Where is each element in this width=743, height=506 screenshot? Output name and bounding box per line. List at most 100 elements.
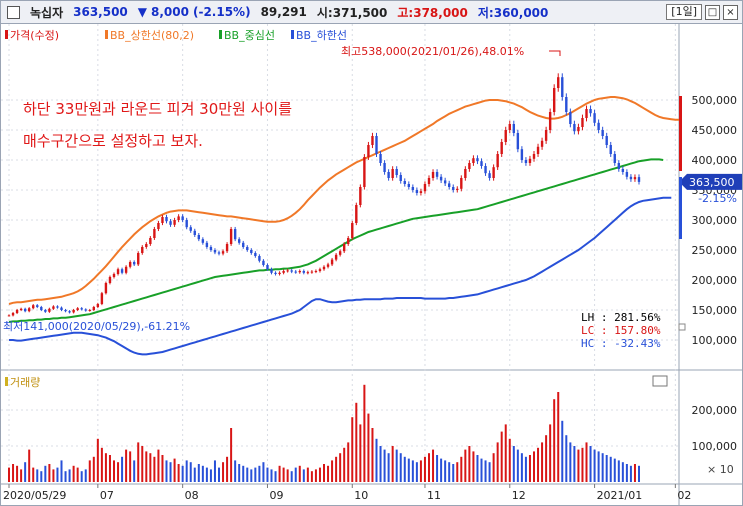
stat-lh: LH : 281.56% [581, 311, 661, 324]
volume-bar [117, 462, 120, 482]
candle-body [548, 112, 552, 130]
candle-body [601, 130, 604, 136]
price-axis: 100,000150,000200,000250,000300,000350,0… [692, 94, 738, 347]
candle-body [326, 264, 330, 267]
y-tick-label: 300,000 [692, 214, 738, 227]
candle-body [32, 305, 35, 309]
candle-body [460, 178, 463, 189]
candle-body [528, 158, 532, 163]
volume-bar [121, 456, 124, 482]
candle-body [27, 308, 31, 312]
legend-middle: BB_중심선 [224, 29, 275, 42]
candle-body [169, 221, 172, 225]
candle-body [435, 172, 439, 177]
candle-body [508, 124, 511, 130]
volume-bar [331, 460, 334, 482]
volume-bar [629, 465, 632, 482]
candle-body [189, 227, 192, 231]
candle-body [342, 244, 346, 252]
candle-body [633, 177, 637, 180]
candle-body [52, 306, 55, 309]
volume-bar [133, 460, 136, 482]
volume-bar [411, 460, 414, 482]
candle-body [411, 187, 415, 190]
volume-bar [335, 456, 338, 482]
volume-bar [108, 455, 111, 482]
volume-bar [633, 464, 636, 482]
volume-bar [222, 462, 225, 482]
volume-bar [230, 428, 233, 482]
volume-bar [318, 467, 321, 482]
volume-bar [520, 453, 523, 482]
candle-body [177, 216, 180, 220]
candle-body [484, 166, 487, 174]
price-chart: 100,000150,000200,000250,000300,000350,0… [1, 24, 742, 505]
candle-body [302, 271, 306, 273]
candle-body [76, 308, 79, 310]
volume-bar [310, 471, 313, 482]
volume-bar [371, 428, 374, 482]
candle-body [72, 310, 75, 313]
candle-body [468, 163, 471, 169]
volume-bar [395, 449, 398, 482]
maximize-icon[interactable]: □ [705, 4, 720, 20]
candle-body [585, 109, 588, 118]
candle-body [124, 266, 128, 273]
volume-bar [383, 449, 386, 482]
candle-body [185, 220, 188, 228]
middle-band-line [8, 158, 664, 323]
volume-bar [290, 471, 293, 482]
legend-price-swatch [5, 30, 8, 39]
volume-bar [104, 453, 107, 482]
candle-body [274, 272, 277, 274]
candle-body [221, 251, 225, 254]
volume-bar [294, 467, 297, 482]
volume-bar [8, 467, 10, 482]
volume-bar [343, 447, 346, 482]
volume-bar [379, 446, 382, 482]
candle-body [561, 77, 564, 97]
volume-bar [464, 449, 467, 482]
volume-bar [92, 456, 95, 482]
volume-bar [258, 465, 261, 482]
volume-bar [355, 402, 358, 482]
volume-bar [96, 438, 99, 482]
candle-body [569, 112, 572, 124]
close-icon[interactable]: × [723, 4, 738, 20]
period-label: 1일 [675, 5, 693, 18]
candle-body [355, 205, 358, 223]
volume-bar [165, 460, 168, 482]
volume-bar [60, 460, 63, 482]
candle-body [625, 172, 629, 177]
candle-body [96, 304, 100, 307]
candle-body [278, 272, 281, 274]
candle-body [387, 172, 390, 178]
volume-bar [226, 456, 229, 482]
lower-band-line [9, 196, 672, 356]
candle-body [157, 223, 160, 229]
price-range-marker-up [679, 96, 682, 171]
volume-bar [375, 438, 378, 482]
volume-series [8, 384, 640, 482]
volume-bar [423, 456, 426, 482]
candle-body [496, 154, 499, 168]
volume-bar [638, 465, 640, 482]
annotation-line: 매수구간으로 설정하고 보자. [23, 132, 203, 150]
select-checkbox[interactable] [7, 5, 20, 19]
candle-body [338, 251, 342, 255]
volume-panel-toggle[interactable] [652, 375, 668, 387]
period-selector[interactable]: [1일] [666, 4, 702, 20]
volume-bar [577, 449, 580, 482]
volume-bar [605, 455, 608, 482]
price-panel [1, 24, 679, 370]
candle-body [290, 270, 293, 272]
volume-bar [327, 465, 330, 482]
volume-bar [205, 467, 208, 482]
volume-bar [76, 467, 79, 482]
candle-body [104, 283, 108, 294]
volume-bar [262, 462, 265, 482]
scroll-handle[interactable] [678, 323, 686, 331]
low-price: 저:360,000 [477, 5, 549, 20]
candle-body [577, 127, 580, 132]
y-tick-label: 500,000 [692, 94, 738, 107]
